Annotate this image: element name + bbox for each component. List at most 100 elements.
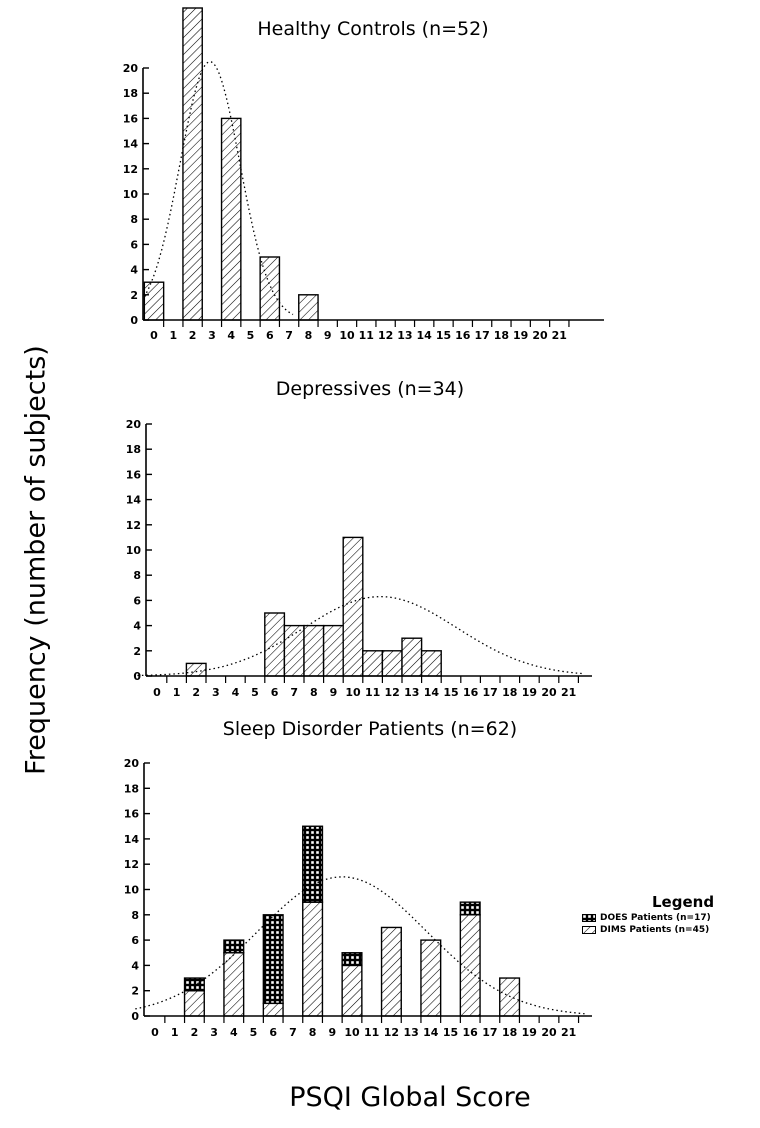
bar-1-5 [342, 536, 364, 677]
legend-title: Legend [652, 893, 715, 911]
x-tick-label-0-20: 20 [532, 329, 548, 342]
bar-does-7 [459, 901, 481, 916]
legend-label-does: DOES Patients (n=17) [600, 913, 711, 923]
x-tick-label-2-19: 19 [522, 1026, 537, 1039]
bar-dims-0 [183, 990, 205, 1017]
bar-dims-4 [341, 964, 363, 1017]
x-tick-label-2-7: 7 [289, 1026, 297, 1039]
y-tick-label-0-4: 4 [130, 264, 138, 277]
bar-does-3 [302, 825, 324, 903]
legend-item-dims: DIMS Patients (n=45) [582, 925, 760, 935]
y-tick-label-2-2: 2 [131, 985, 139, 998]
bar-does-4 [341, 952, 363, 967]
bar-1-7 [381, 650, 403, 677]
x-tick-label-0-16: 16 [455, 329, 471, 342]
x-tick-label-1-19: 19 [522, 686, 537, 699]
x-tick-label-1-20: 20 [541, 686, 557, 699]
x-tick-label-1-3: 3 [212, 686, 220, 699]
x-tick-label-1-7: 7 [290, 686, 298, 699]
y-tick-label-2-6: 6 [131, 934, 139, 947]
x-tick-label-2-21: 21 [561, 1026, 576, 1039]
bar-1-8 [401, 637, 423, 677]
x-tick-label-1-17: 17 [483, 686, 498, 699]
bar-0-0 [143, 281, 165, 321]
bar-dims-8 [499, 977, 521, 1017]
y-tick-label-1-8: 8 [133, 569, 141, 582]
x-tick-label-2-1: 1 [171, 1026, 179, 1039]
y-tick-label-1-20: 20 [126, 418, 142, 431]
y-tick-label-2-10: 10 [124, 884, 140, 897]
legend-label-dims: DIMS Patients (n=45) [600, 925, 710, 935]
bar-1-3 [303, 624, 325, 677]
x-tick-label-0-17: 17 [474, 329, 489, 342]
y-tick-label-1-2: 2 [133, 645, 141, 658]
x-tick-label-0-14: 14 [417, 329, 433, 342]
y-axis-label: Frequency (number of subjects) [20, 345, 52, 775]
bar-does-2 [262, 914, 284, 1005]
x-tick-label-0-10: 10 [339, 329, 355, 342]
y-tick-label-0-14: 14 [123, 138, 139, 151]
x-tick-label-1-11: 11 [365, 686, 380, 699]
y-tick-label-0-8: 8 [130, 213, 138, 226]
x-tick-label-1-6: 6 [271, 686, 279, 699]
x-tick-label-1-4: 4 [232, 686, 240, 699]
y-tick-label-0-10: 10 [123, 188, 139, 201]
y-tick-label-2-0: 0 [131, 1010, 139, 1023]
x-tick-label-2-11: 11 [364, 1026, 379, 1039]
x-tick-label-0-8: 8 [305, 329, 313, 342]
x-tick-label-2-15: 15 [443, 1026, 458, 1039]
x-tick-label-2-5: 5 [250, 1026, 258, 1039]
x-tick-label-1-8: 8 [310, 686, 318, 699]
x-tick-label-0-2: 2 [189, 329, 197, 342]
bar-1-9 [420, 650, 442, 677]
hatch-swatch-icon [582, 926, 596, 934]
bar-0-4 [298, 294, 319, 321]
x-tick-label-0-5: 5 [247, 329, 255, 342]
x-tick-label-1-0: 0 [153, 686, 161, 699]
x-tick-label-1-18: 18 [502, 686, 517, 699]
x-tick-label-0-6: 6 [266, 329, 274, 342]
x-tick-label-2-3: 3 [210, 1026, 218, 1039]
x-tick-label-2-14: 14 [423, 1026, 439, 1039]
x-tick-label-0-4: 4 [227, 329, 235, 342]
x-tick-label-2-9: 9 [328, 1026, 336, 1039]
fit-curve-2 [135, 876, 585, 1015]
x-tick-label-0-21: 21 [552, 329, 567, 342]
y-tick-label-0-2: 2 [130, 289, 138, 302]
x-tick-label-0-1: 1 [169, 329, 177, 342]
y-tick-label-2-4: 4 [131, 959, 139, 972]
bar-dims-2 [262, 1002, 284, 1017]
y-tick-label-1-14: 14 [126, 494, 142, 507]
bar-dims-7 [459, 914, 481, 1017]
bar-1-4 [322, 624, 344, 677]
x-tick-label-1-15: 15 [443, 686, 458, 699]
x-tick-label-0-18: 18 [494, 329, 509, 342]
y-tick-label-1-16: 16 [126, 468, 142, 481]
x-tick-label-2-12: 12 [384, 1026, 399, 1039]
y-tick-label-0-12: 12 [123, 163, 138, 176]
x-tick-label-1-13: 13 [404, 686, 419, 699]
x-tick-label-1-5: 5 [251, 686, 259, 699]
y-tick-label-0-18: 18 [123, 87, 138, 100]
x-tick-label-1-9: 9 [330, 686, 338, 699]
legend-item-does: DOES Patients (n=17) [582, 913, 760, 923]
bar-0-1 [182, 7, 203, 321]
bar-1-1 [264, 612, 286, 677]
y-tick-label-0-6: 6 [130, 238, 138, 251]
x-tick-label-0-19: 19 [513, 329, 528, 342]
panel-title-depressives: Depressives (n=34) [275, 378, 465, 400]
x-tick-label-2-17: 17 [482, 1026, 497, 1039]
bar-dims-6 [420, 939, 442, 1017]
x-tick-label-0-13: 13 [397, 329, 412, 342]
x-tick-label-1-2: 2 [192, 686, 200, 699]
y-tick-label-1-12: 12 [126, 519, 141, 532]
bar-1-2 [283, 624, 305, 677]
x-tick-label-1-16: 16 [463, 686, 479, 699]
x-tick-label-2-10: 10 [344, 1026, 360, 1039]
x-tick-label-1-10: 10 [345, 686, 361, 699]
x-tick-label-1-1: 1 [173, 686, 181, 699]
x-tick-label-1-14: 14 [424, 686, 440, 699]
x-tick-label-0-0: 0 [150, 329, 158, 342]
